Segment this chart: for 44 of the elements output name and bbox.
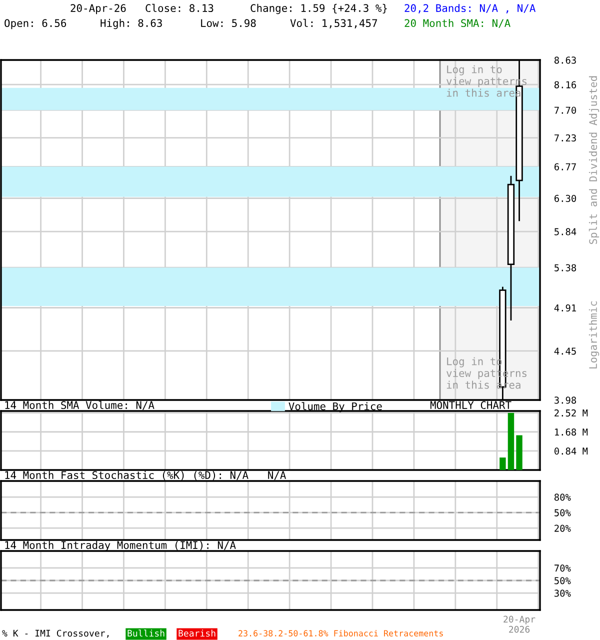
y-tick-label: 7.70 bbox=[554, 106, 576, 114]
text: % K - IMI Crossover, bbox=[2, 630, 109, 638]
text: Vol: 1,531,457 bbox=[290, 18, 378, 28]
text: 20-Apr-26 bbox=[70, 4, 126, 14]
chart-title: 14 Month SMA Volume: N/A bbox=[5, 400, 154, 410]
y-tick-label: 8.16 bbox=[554, 81, 576, 88]
text: Close: 8.13 bbox=[146, 4, 214, 12]
bar bbox=[508, 412, 514, 470]
text: Split and Dividend Adjusted bbox=[588, 76, 600, 244]
text: Bullish bbox=[128, 630, 164, 637]
y-tick-label: 5.38 bbox=[554, 264, 576, 272]
y-tick-label: 6.77 bbox=[554, 163, 576, 170]
y-tick-label: 6.30 bbox=[554, 194, 576, 202]
y-tick-label: 4.91 bbox=[554, 304, 576, 312]
text: 23.6-38.2-50-61.8% Fibonacci Retracements bbox=[238, 630, 443, 636]
bar bbox=[500, 458, 506, 470]
y-tick-label: 80% bbox=[554, 494, 571, 501]
y-tick-label: 4.45 bbox=[554, 348, 576, 355]
y-tick-label: 3.98 bbox=[554, 396, 576, 404]
text: High: 8.63 bbox=[100, 18, 162, 30]
text: Open: 6.56 bbox=[4, 19, 66, 30]
y-tick-label: 2.52 M bbox=[554, 409, 588, 417]
y-tick-label: 20% bbox=[554, 524, 571, 532]
chart-title: 14 Month Fast Stochastic (%K) (%D): N/A N/A bbox=[5, 470, 286, 480]
y-tick-label: 1.68 M bbox=[555, 428, 588, 436]
text: MONTHLY CHART bbox=[430, 401, 512, 410]
chart-title: 14 Month Intraday Momentum (IMI): N/A bbox=[5, 540, 236, 552]
y-tick-label: 0.84 M bbox=[554, 448, 588, 455]
text: 20,2 Bands: N/A , N/A bbox=[404, 4, 536, 14]
text: Logarithmic bbox=[588, 301, 600, 368]
text: Change: 1.59 {+24.3 %} bbox=[250, 4, 387, 14]
y-tick-label: 30% bbox=[554, 590, 571, 597]
bar bbox=[516, 435, 522, 470]
text: Low: 5.98 bbox=[201, 19, 256, 28]
y-tick-label: 50% bbox=[554, 509, 571, 516]
y-tick-label: 70% bbox=[554, 564, 571, 572]
y-tick-label: 8.63 bbox=[554, 56, 576, 64]
y-tick-label: 7.23 bbox=[554, 134, 576, 142]
y-tick-label: 5.84 bbox=[554, 228, 576, 236]
text: Bearish bbox=[178, 630, 216, 637]
legend-label: Volume By Price bbox=[288, 402, 382, 412]
y-tick-label: 50% bbox=[554, 577, 571, 584]
text: 20 Month SMA: N/A bbox=[404, 18, 510, 28]
x-tick-label: 20-Apr 2026 bbox=[504, 616, 536, 633]
